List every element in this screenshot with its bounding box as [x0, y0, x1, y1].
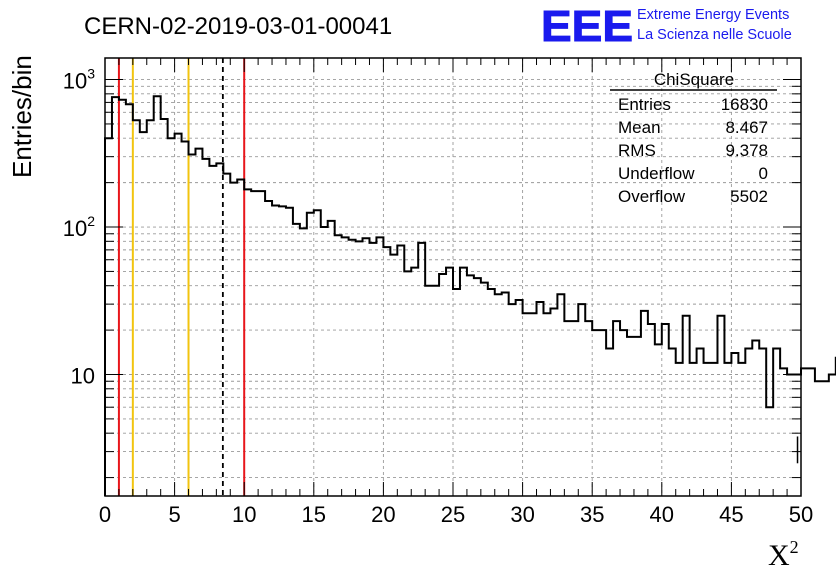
y-tick-label-base: 10 — [71, 363, 95, 388]
x-tick-labels: 0 5 10 15 20 25 30 35 40 45 50 — [99, 502, 813, 527]
stats-value-entries: 16830 — [721, 95, 768, 114]
x-axis-label: X2 — [768, 537, 799, 572]
logo-line-2: La Scienza nelle Scuole — [637, 27, 792, 43]
x-tick-label: 20 — [371, 502, 395, 527]
y-tick-label-base: 10 — [63, 216, 87, 241]
histogram — [104, 95, 836, 496]
histogram-outline — [104, 95, 836, 496]
logo-line-1: Extreme Energy Events — [637, 7, 789, 23]
stats-label-mean: Mean — [618, 118, 661, 137]
y-tick-label-exp: 3 — [87, 66, 95, 82]
stats-value-mean: 8.467 — [725, 118, 768, 137]
stats-title: ChiSquare — [654, 70, 734, 89]
x-tick-label: 15 — [302, 502, 326, 527]
stats-label-overflow: Overflow — [618, 187, 686, 206]
x-tick-label: 50 — [789, 502, 813, 527]
x-axis-label-main: X — [768, 539, 790, 572]
chart-title: CERN-02-2019-03-01-00041 — [84, 13, 392, 40]
y-tick-label-base: 10 — [63, 69, 87, 94]
x-tick-label: 45 — [719, 502, 743, 527]
y-tick-label: 10 — [71, 363, 95, 388]
stats-value-overflow: 5502 — [730, 187, 768, 206]
x-tick-label: 35 — [580, 502, 604, 527]
eee-logo-text: EEE — [541, 2, 633, 51]
stats-box: ChiSquare Entries 16830 Mean 8.467 RMS 9… — [610, 70, 777, 206]
x-axis-label-sup: 2 — [790, 537, 799, 557]
y-tick-label: 102 — [63, 213, 95, 241]
axes — [104, 57, 802, 497]
stats-label-rms: RMS — [618, 141, 656, 160]
marker-lines — [117, 58, 246, 496]
stats-label-underflow: Underflow — [618, 164, 695, 183]
x-tick-label: 30 — [510, 502, 534, 527]
stats-value-rms: 9.378 — [725, 141, 768, 160]
x-tick-label: 5 — [168, 502, 180, 527]
x-tick-label: 10 — [232, 502, 256, 527]
stats-value-underflow: 0 — [759, 164, 768, 183]
x-tick-label: 0 — [99, 502, 111, 527]
eee-logo: EEE Extreme Energy Events La Scienza nel… — [541, 2, 792, 52]
y-tick-label-exp: 2 — [87, 213, 95, 229]
y-tick-label: 103 — [63, 66, 95, 94]
x-tick-label: 25 — [441, 502, 465, 527]
y-axis-label: Entries/bin — [7, 55, 37, 178]
x-tick-label: 40 — [650, 502, 674, 527]
stats-label-entries: Entries — [618, 95, 671, 114]
